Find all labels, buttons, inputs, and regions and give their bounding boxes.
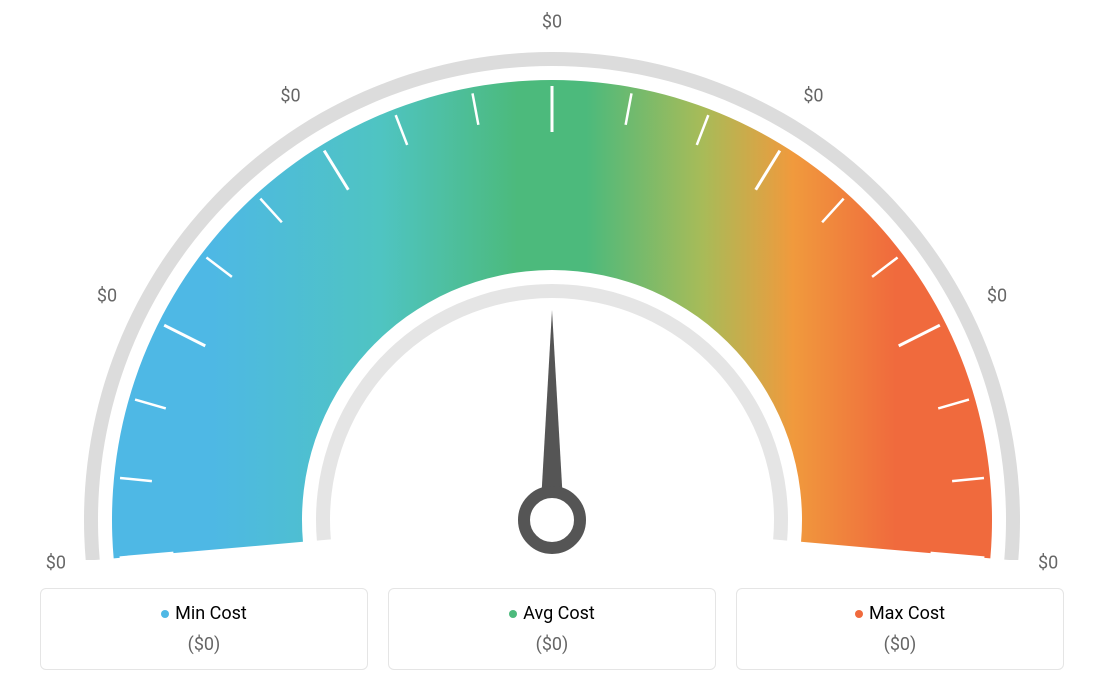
legend-card-min: Min Cost ($0): [40, 588, 368, 670]
gauge-tick-label: $0: [46, 553, 66, 574]
bullet-icon-min: [161, 610, 169, 618]
gauge-area: $0$0$0$0$0$0$0: [0, 0, 1104, 560]
bullet-icon-max: [855, 610, 863, 618]
gauge-tick-label: $0: [1038, 553, 1058, 574]
gauge-svg: [0, 0, 1104, 560]
legend-label-max: Max Cost: [869, 603, 945, 624]
legend-value-max: ($0): [747, 634, 1053, 655]
gauge-tick-label: $0: [803, 86, 823, 107]
legend-title-avg: Avg Cost: [399, 603, 705, 624]
gauge-tick-label: $0: [987, 286, 1007, 307]
bullet-icon-avg: [509, 610, 517, 618]
gauge-tick-label: $0: [97, 286, 117, 307]
gauge-chart-container: $0 $0 $0 $0 $0 $0 $0 Min Cost ($0) Avg Cost ($…: [0, 0, 1104, 690]
gauge-tick-label: $0: [280, 86, 300, 107]
legend-title-max: Max Cost: [747, 603, 1053, 624]
gauge-tick-label: $0: [542, 12, 562, 33]
legend-label-min: Min Cost: [175, 603, 247, 624]
legend-label-avg: Avg Cost: [523, 603, 595, 624]
legend-row: Min Cost ($0) Avg Cost ($0) Max Cost ($0…: [40, 588, 1064, 670]
legend-card-max: Max Cost ($0): [736, 588, 1064, 670]
legend-card-avg: Avg Cost ($0): [388, 588, 716, 670]
legend-value-min: ($0): [51, 634, 357, 655]
gauge-needle-hub: [524, 492, 580, 548]
legend-title-min: Min Cost: [51, 603, 357, 624]
legend-value-avg: ($0): [399, 634, 705, 655]
